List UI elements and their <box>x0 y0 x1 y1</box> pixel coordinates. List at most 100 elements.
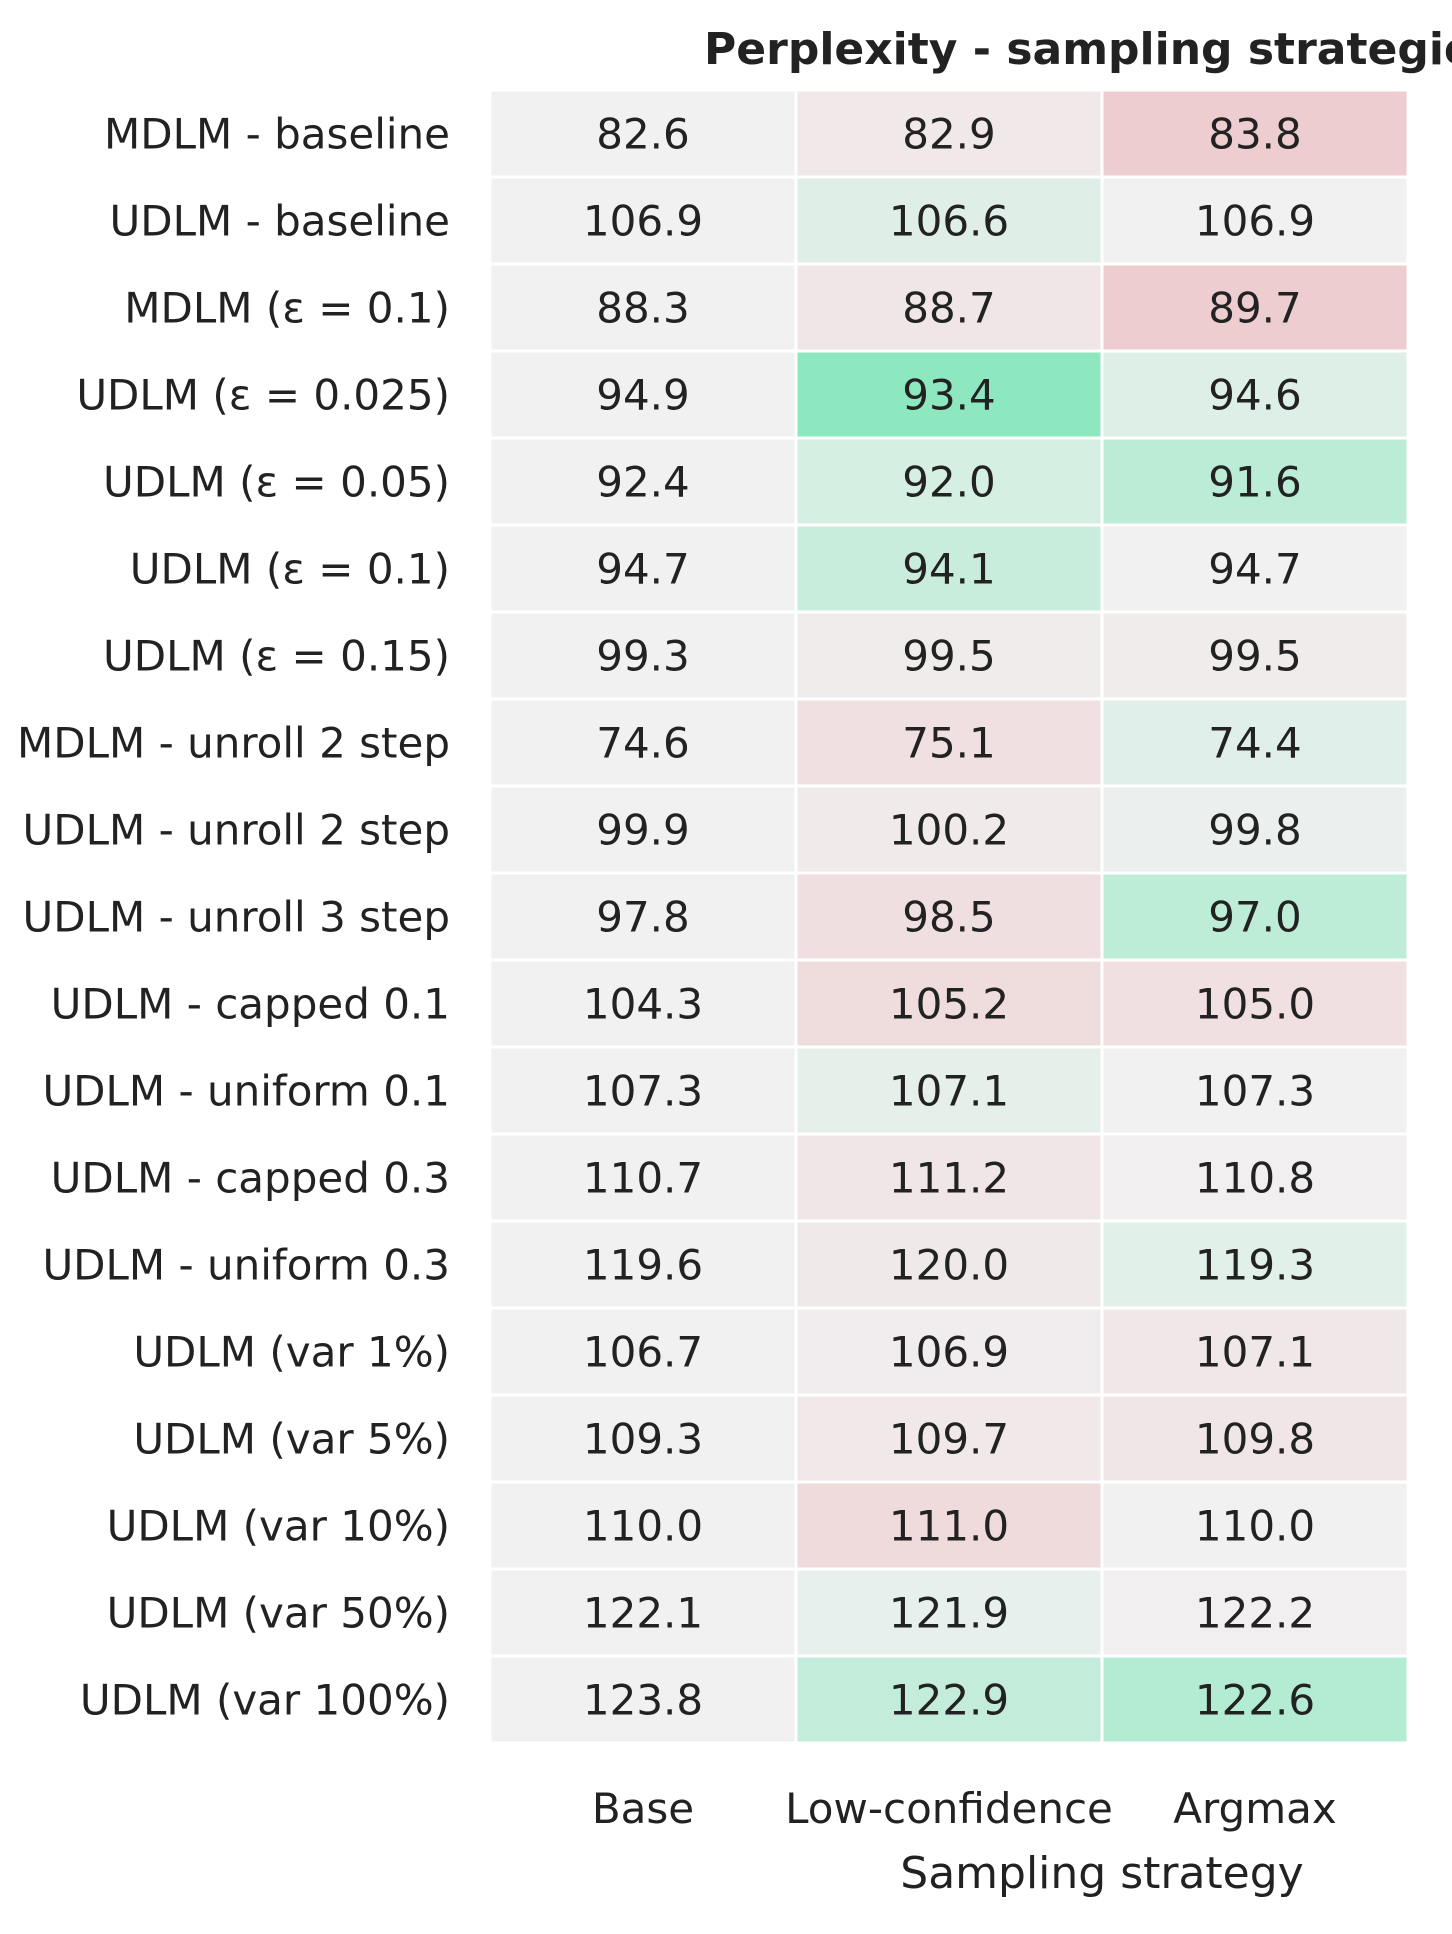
cell-value: 109.8 <box>1195 1415 1315 1464</box>
cell-value: 110.0 <box>1195 1502 1315 1551</box>
cell-value: 106.9 <box>889 1328 1009 1377</box>
row-label: UDLM (var 100%) <box>80 1676 450 1725</box>
heatmap-cell <box>794 436 1104 527</box>
cell-value: 98.5 <box>902 893 996 942</box>
chart-title: Perplexity - sampling strategies <box>704 24 1452 75</box>
heatmap-cell <box>488 1654 798 1745</box>
cell-value: 121.9 <box>889 1589 1009 1638</box>
heatmap-cell <box>794 871 1104 962</box>
cell-value: 104.3 <box>583 980 703 1029</box>
cell-value: 111.2 <box>889 1154 1009 1203</box>
row-label: UDLM (var 10%) <box>107 1502 450 1551</box>
heatmap-cell <box>1100 871 1410 962</box>
column-labels: Base Low-confidence Argmax <box>592 1784 1337 1833</box>
cell-value: 99.5 <box>1208 632 1302 681</box>
heatmap-cell <box>1100 1654 1410 1745</box>
heatmap-cell <box>488 697 798 788</box>
heatmap-cell <box>1100 523 1410 614</box>
heatmap-cell <box>794 1480 1104 1571</box>
cell-value: 91.6 <box>1208 458 1302 507</box>
column-label: Low-confidence <box>785 1784 1113 1833</box>
heatmap-cell <box>488 1132 798 1223</box>
cell-value: 94.6 <box>1208 371 1302 420</box>
heatmap-cell <box>1100 697 1410 788</box>
row-label: MDLM - baseline <box>104 110 450 159</box>
heatmap-cell <box>1100 1393 1410 1484</box>
cell-value: 88.3 <box>596 284 690 333</box>
heatmap-cell <box>488 610 798 701</box>
row-label: UDLM - capped 0.3 <box>51 1154 450 1203</box>
cell-value: 99.9 <box>596 806 690 855</box>
heatmap-cell <box>488 958 798 1049</box>
cell-value: 109.3 <box>583 1415 703 1464</box>
cell-value: 123.8 <box>583 1676 703 1725</box>
heatmap-cell <box>1100 958 1410 1049</box>
heatmap-cell <box>488 1480 798 1571</box>
cell-value: 92.4 <box>596 458 690 507</box>
row-label: UDLM (var 5%) <box>133 1415 450 1464</box>
row-label: UDLM (var 1%) <box>133 1328 450 1377</box>
cell-value: 93.4 <box>902 371 996 420</box>
row-labels: MDLM - baseline UDLM - baseline MDLM (ε = … <box>17 110 450 1725</box>
cell-value: 97.8 <box>596 893 690 942</box>
heatmap-cell <box>1100 175 1410 266</box>
cell-value: 106.7 <box>583 1328 703 1377</box>
cell-value: 82.6 <box>596 110 690 159</box>
cell-value: 122.1 <box>583 1589 703 1638</box>
heatmap-cell <box>794 610 1104 701</box>
cell-value: 107.1 <box>889 1067 1009 1116</box>
cell-value: 107.3 <box>583 1067 703 1116</box>
cell-value: 122.6 <box>1195 1676 1315 1725</box>
cell-value: 88.7 <box>902 284 996 333</box>
cell-value: 122.9 <box>889 1676 1009 1725</box>
cell-value: 83.8 <box>1208 110 1302 159</box>
heatmap-cell <box>794 1393 1104 1484</box>
row-label: UDLM - uniform 0.3 <box>42 1241 450 1290</box>
heatmap-cell <box>488 871 798 962</box>
cell-value: 122.2 <box>1195 1589 1315 1638</box>
heatmap-cell <box>1100 1132 1410 1223</box>
cell-value: 107.1 <box>1195 1328 1315 1377</box>
row-label: MDLM - unroll 2 step <box>17 719 450 768</box>
heatmap-cell <box>1100 1306 1410 1397</box>
heatmap-cells: 82.6 82.9 83.8 106.9 106.6 106.9 88.3 88.7 89.7 9… <box>488 88 1410 1745</box>
cell-value: 110.0 <box>583 1502 703 1551</box>
row-label: UDLM - baseline <box>110 197 451 246</box>
row-label: UDLM (ε = 0.1) <box>130 545 450 594</box>
cell-value: 107.3 <box>1195 1067 1315 1116</box>
heatmap-cell <box>1100 610 1410 701</box>
heatmap-cell <box>794 523 1104 614</box>
cell-value: 89.7 <box>1208 284 1302 333</box>
heatmap-cell <box>794 1654 1104 1745</box>
cell-value: 99.8 <box>1208 806 1302 855</box>
cell-value: 97.0 <box>1208 893 1302 942</box>
heatmap-cell <box>488 88 798 179</box>
row-label: UDLM (ε = 0.05) <box>103 458 450 507</box>
heatmap-cell <box>488 1306 798 1397</box>
row-label: UDLM - unroll 2 step <box>23 806 450 855</box>
cell-value: 111.0 <box>889 1502 1009 1551</box>
heatmap-cell <box>1100 1567 1410 1658</box>
cell-value: 106.9 <box>1195 197 1315 246</box>
cell-value: 99.5 <box>902 632 996 681</box>
cell-value: 99.3 <box>596 632 690 681</box>
heatmap-cell <box>794 262 1104 353</box>
cell-value: 106.9 <box>583 197 703 246</box>
cell-value: 110.8 <box>1195 1154 1315 1203</box>
heatmap-cell <box>488 523 798 614</box>
cell-value: 100.2 <box>889 806 1009 855</box>
cell-value: 120.0 <box>889 1241 1009 1290</box>
row-label: MDLM (ε = 0.1) <box>124 284 450 333</box>
cell-value: 119.3 <box>1195 1241 1315 1290</box>
cell-value: 94.7 <box>1208 545 1302 594</box>
x-axis-label: Sampling strategy <box>900 1848 1303 1899</box>
column-label: Base <box>592 1784 694 1833</box>
row-label: UDLM - uniform 0.1 <box>42 1067 450 1116</box>
cell-value: 92.0 <box>902 458 996 507</box>
heatmap-cell <box>1100 349 1410 440</box>
cell-value: 74.4 <box>1208 719 1302 768</box>
cell-value: 105.2 <box>889 980 1009 1029</box>
row-label: UDLM (var 50%) <box>107 1589 450 1638</box>
heatmap-cell <box>488 1219 798 1310</box>
